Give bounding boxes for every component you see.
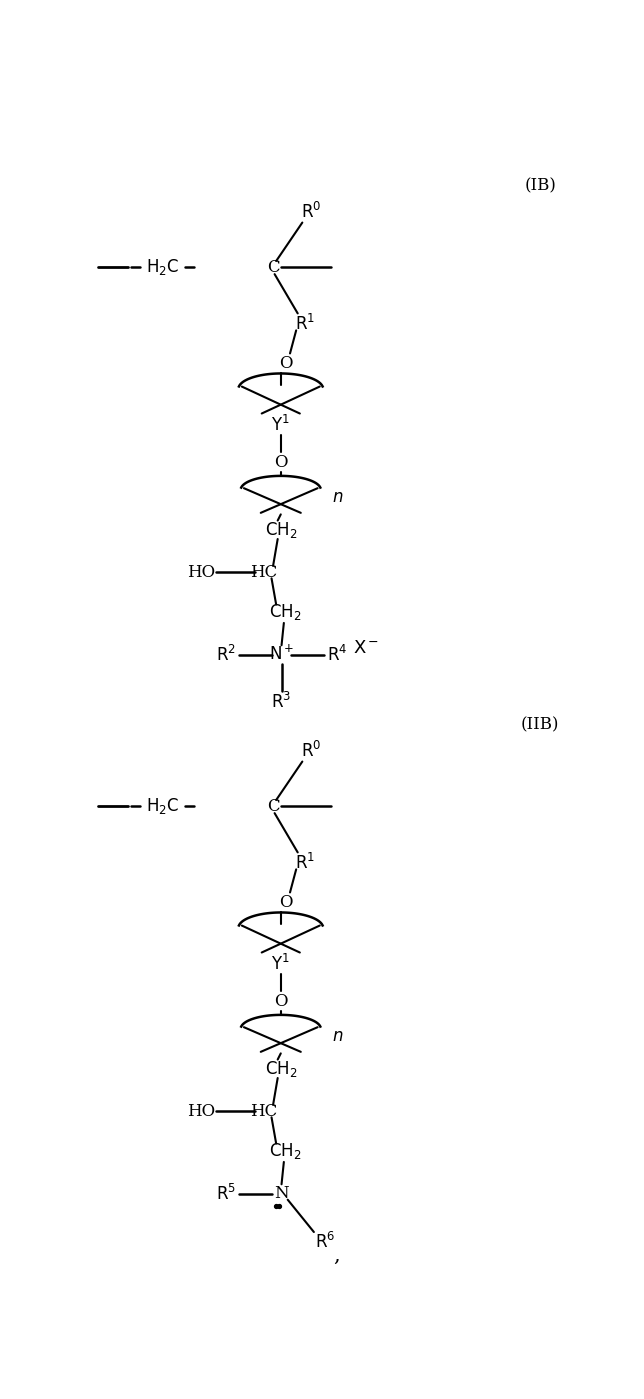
Text: $n$: $n$ (332, 488, 343, 506)
Text: $\mathsf{H_2C}$: $\mathsf{H_2C}$ (146, 796, 180, 816)
Text: $\mathsf{N}^+$: $\mathsf{N}^+$ (269, 645, 294, 665)
Text: $\mathsf{CH_2}$: $\mathsf{CH_2}$ (269, 1142, 301, 1161)
Text: $\mathsf{CH_2}$: $\mathsf{CH_2}$ (265, 520, 297, 540)
Text: $\mathsf{R^6}$: $\mathsf{R^6}$ (316, 1233, 336, 1252)
Text: O: O (279, 355, 293, 372)
Text: $\mathsf{Y^1}$: $\mathsf{Y^1}$ (271, 954, 290, 974)
Text: O: O (274, 455, 287, 471)
Text: $\mathsf{H_2C}$: $\mathsf{H_2C}$ (146, 257, 180, 277)
Text: (IIB): (IIB) (521, 716, 560, 734)
Text: (IB): (IB) (524, 178, 556, 194)
Text: C: C (267, 259, 279, 276)
Text: HC: HC (251, 1102, 278, 1119)
Text: $\mathsf{X}^-$: $\mathsf{X}^-$ (353, 639, 379, 658)
Text: $n$: $n$ (332, 1028, 343, 1045)
Text: HO: HO (187, 1102, 214, 1119)
Text: N: N (274, 1185, 289, 1202)
Text: $\mathsf{R^5}$: $\mathsf{R^5}$ (216, 1184, 236, 1203)
Text: $\mathsf{CH_2}$: $\mathsf{CH_2}$ (265, 1059, 297, 1079)
Text: O: O (279, 894, 293, 911)
Text: C: C (267, 797, 279, 814)
Text: $\mathsf{R^1}$: $\mathsf{R^1}$ (296, 315, 316, 334)
Text: $\mathsf{R^0}$: $\mathsf{R^0}$ (301, 740, 322, 761)
Text: $\mathsf{R^4}$: $\mathsf{R^4}$ (327, 645, 347, 665)
Text: $\mathsf{R^3}$: $\mathsf{R^3}$ (271, 693, 292, 712)
Text: O: O (274, 993, 287, 1010)
Text: $\mathsf{R^1}$: $\mathsf{R^1}$ (296, 853, 316, 873)
Text: $\mathsf{Y^1}$: $\mathsf{Y^1}$ (271, 416, 290, 435)
Text: $\mathsf{CH_2}$: $\mathsf{CH_2}$ (269, 602, 301, 623)
Text: HC: HC (251, 564, 278, 581)
Text: HO: HO (187, 564, 214, 581)
Text: $\mathsf{R^2}$: $\mathsf{R^2}$ (216, 645, 236, 665)
Text: $\mathsf{R^0}$: $\mathsf{R^0}$ (301, 201, 322, 222)
Text: ,: , (334, 1245, 340, 1265)
